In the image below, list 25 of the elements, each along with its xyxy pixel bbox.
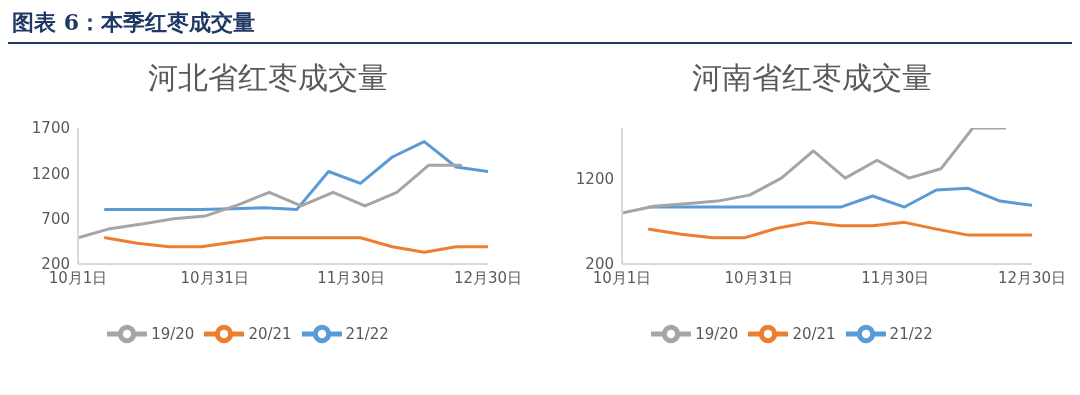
chart-title: 河北省红枣成交量 xyxy=(147,59,389,97)
y-tick-label: 700 xyxy=(41,209,70,228)
legend-label: 20/21 xyxy=(248,324,292,343)
text: 图表 6：本季红枣成交量 xyxy=(8,8,1072,44)
y-tick-label: 1200 xyxy=(31,164,70,183)
line-series xyxy=(103,140,488,212)
y-tick-label: 1700 xyxy=(31,119,70,138)
legend-label: 21/22 xyxy=(889,324,933,343)
x-tick-label: 10月31日 xyxy=(180,268,249,287)
legend-label: 19/20 xyxy=(695,324,739,343)
legend-label: 19/20 xyxy=(151,324,195,343)
y-tick-label: 1200 xyxy=(575,170,614,189)
line-series xyxy=(647,220,1032,240)
line-series xyxy=(78,163,463,240)
chart-title: 河南省红枣成交量 xyxy=(691,59,933,97)
line-series xyxy=(647,186,1032,209)
x-tick-label: 11月30日 xyxy=(861,268,930,287)
x-tick-label: 12月30日 xyxy=(453,268,523,287)
x-tick-label: 10月31日 xyxy=(724,268,793,287)
x-tick-label: 11月30日 xyxy=(317,268,386,287)
line-series xyxy=(103,236,488,254)
x-tick-label: 12月30日 xyxy=(997,268,1067,287)
line-series xyxy=(622,128,1007,215)
legend-label: 21/22 xyxy=(345,324,389,343)
legend-label: 20/21 xyxy=(792,324,836,343)
